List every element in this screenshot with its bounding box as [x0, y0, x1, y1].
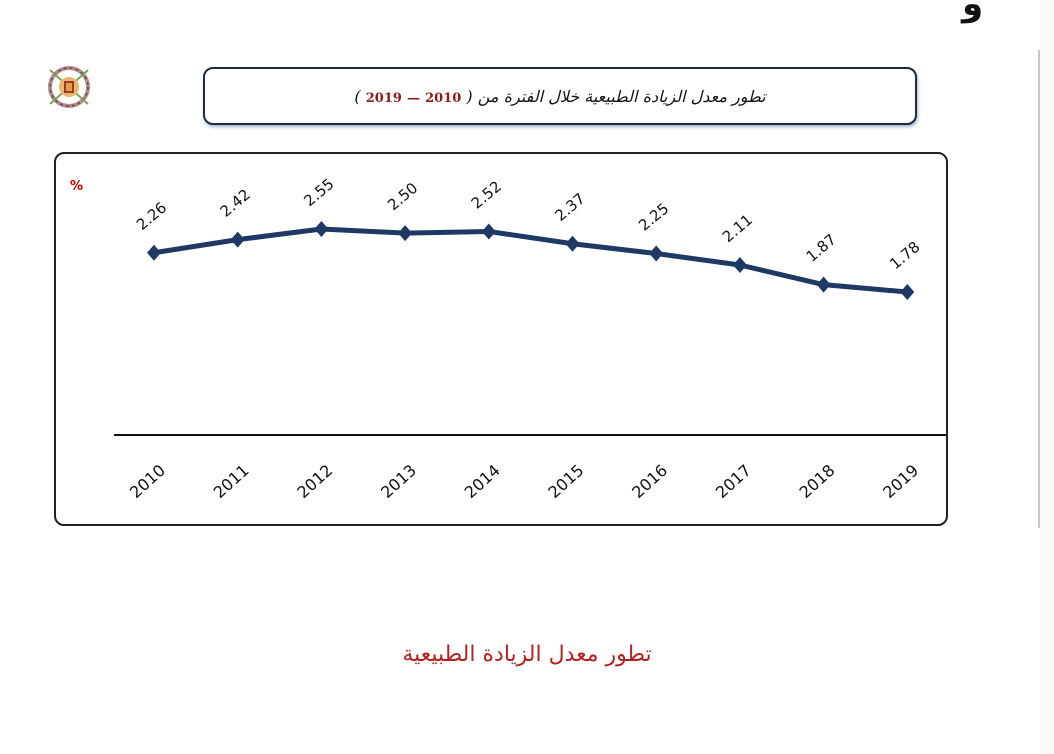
data-point-marker	[816, 276, 831, 293]
series-line	[153, 226, 908, 295]
page-caption: تطور معدل الزيادة الطبيعية	[402, 642, 652, 667]
data-point-marker	[565, 235, 580, 252]
title-year-end: 2019	[365, 90, 402, 106]
title-year-start: 2010	[425, 90, 462, 106]
data-point-marker	[649, 245, 664, 262]
chart-area: % 2.26 2010 2.42 2011 2.55 2012 2.50 2013 2.52 201…	[54, 152, 948, 526]
data-label: 2.26	[133, 199, 170, 234]
x-tick-label: 2012	[293, 461, 336, 502]
data-point-marker	[732, 257, 747, 273]
x-tick-label: 2011	[210, 461, 253, 502]
emblem-logo-icon	[48, 66, 90, 108]
data-point-marker	[147, 244, 161, 261]
data-label: 2.11	[719, 211, 756, 246]
x-tick-label: 2019	[879, 461, 922, 502]
data-label: 2.52	[468, 177, 505, 212]
data-label: 1.78	[886, 238, 923, 273]
x-tick-label: 2010	[126, 461, 169, 502]
data-point-marker	[398, 225, 413, 242]
data-label: 1.87	[803, 230, 840, 265]
y-unit-label: %	[70, 179, 83, 194]
right-edge-strip	[1040, 0, 1054, 754]
data-label: 2.42	[217, 185, 254, 220]
x-tick-label: 2016	[628, 461, 671, 502]
chart-title: تطور معدل الزيادة الطبيعية خلال الفترة م…	[354, 86, 766, 106]
x-tick-label: 2014	[461, 461, 504, 502]
title-dash: —	[407, 90, 421, 106]
data-label: 2.37	[552, 190, 589, 225]
x-tick-label: 2018	[796, 461, 839, 502]
line-chart: % 2.26 2010 2.42 2011 2.55 2012 2.50 2013 2.52 201…	[70, 175, 946, 502]
right-edge-divider	[1038, 50, 1040, 528]
data-label: 2.55	[300, 175, 337, 210]
x-tick-label: 2015	[544, 461, 587, 502]
data-label: 2.25	[635, 199, 672, 234]
cropped-heading-glyph: ﻭ	[962, 0, 984, 24]
data-point-marker	[314, 221, 329, 237]
data-label: 2.50	[384, 179, 421, 214]
data-point-marker	[230, 231, 245, 248]
x-tick-label: 2017	[712, 461, 755, 502]
data-point-marker	[900, 284, 915, 300]
data-point-marker	[481, 223, 496, 240]
x-tick-label: 2013	[377, 461, 420, 502]
chart-title-box: تطور معدل الزيادة الطبيعية خلال الفترة م…	[203, 67, 917, 125]
